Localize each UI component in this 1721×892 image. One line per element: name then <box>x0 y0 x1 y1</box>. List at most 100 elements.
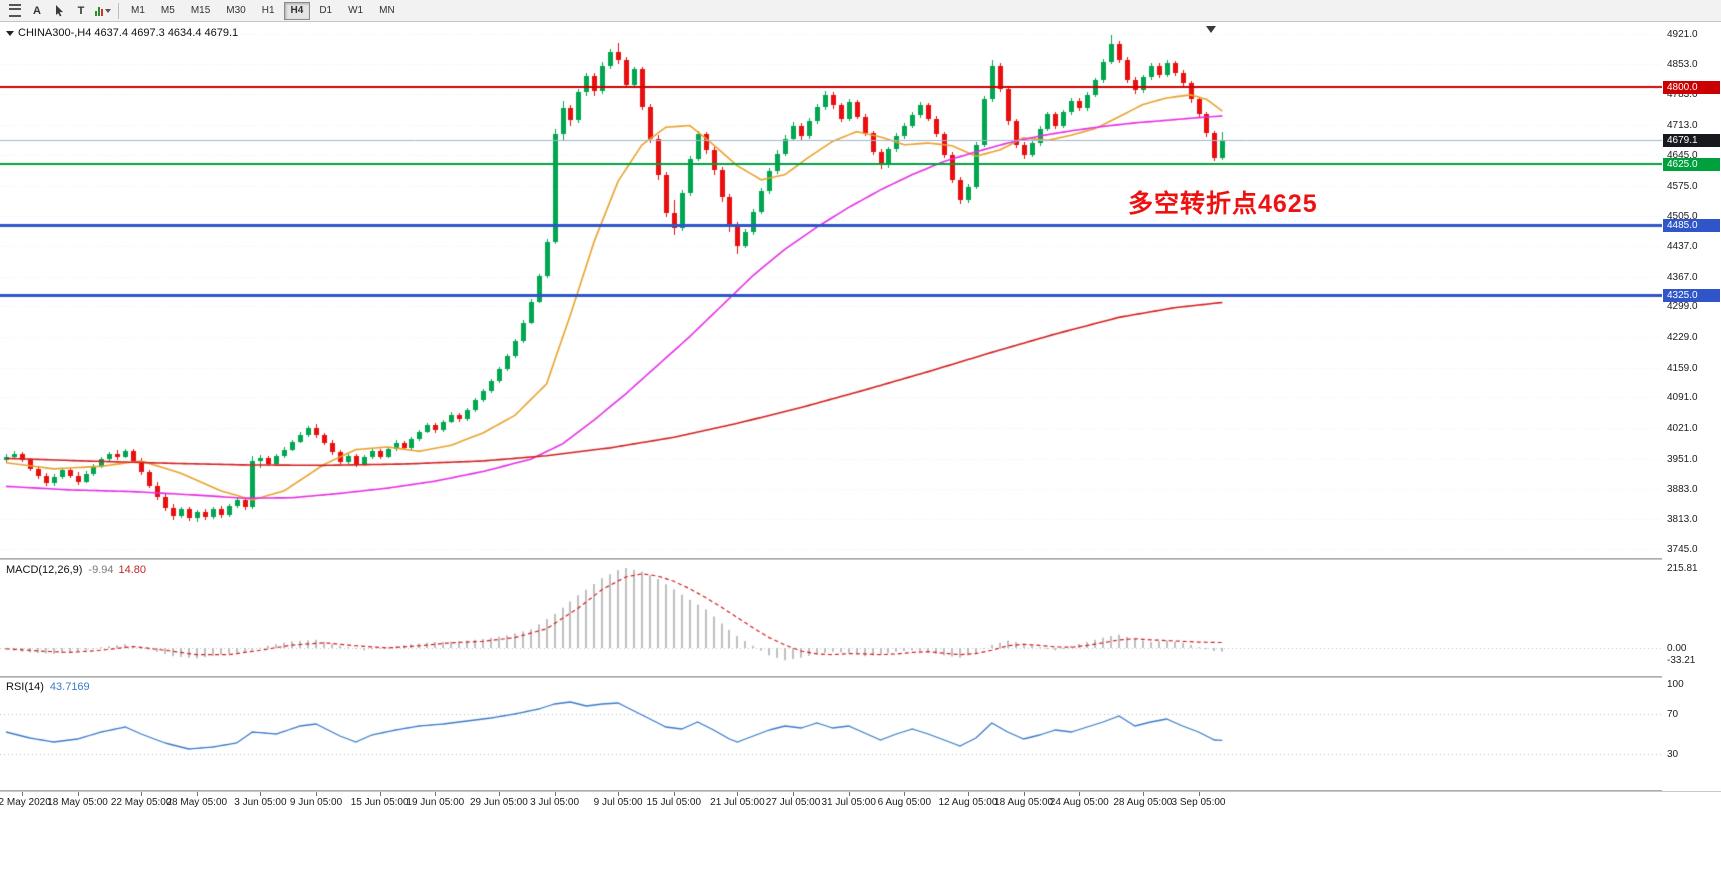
macd-tick-label: 0.00 <box>1667 643 1687 654</box>
collapse-triangle-icon[interactable] <box>6 30 14 36</box>
macd-tick-label: -33.21 <box>1667 655 1696 667</box>
timeframe-button-D1[interactable]: D1 <box>319 5 333 16</box>
symbol-ohlc-label: CHINA300-,H4 4637.4 4697.3 4634.4 4679.1 <box>6 27 238 39</box>
time-tick <box>968 792 969 796</box>
price-tick-label: 4437.0 <box>1667 240 1698 252</box>
time-tick <box>78 792 79 796</box>
time-axis-divider[interactable] <box>0 790 1721 792</box>
chevron-down-icon <box>105 8 111 13</box>
time-label: 3 Jul 05:00 <box>530 797 580 808</box>
price-tick-label: 3883.0 <box>1667 483 1698 495</box>
price-tick-label: 4367.0 <box>1667 271 1698 283</box>
price-tag-4485.0: 4485.0 <box>1663 218 1720 232</box>
time-label: 15 Jul 05:00 <box>646 797 702 808</box>
indicators-icon <box>95 5 103 16</box>
price-tick-label: 4229.0 <box>1667 332 1698 344</box>
price-tag-4325.0: 4325.0 <box>1663 289 1720 302</box>
time-tick <box>499 792 500 796</box>
time-tick <box>737 792 738 796</box>
macd-tick-label: 215.81 <box>1667 563 1698 574</box>
time-tick <box>1079 792 1080 796</box>
time-tick <box>260 792 261 796</box>
time-label: 31 Jul 05:00 <box>821 797 876 808</box>
time-label: 22 May 05:00 <box>110 797 172 808</box>
chart-list-button[interactable] <box>5 2 25 20</box>
text-tool-button[interactable]: T <box>71 2 91 20</box>
price-tag-4625.0: 4625.0 <box>1663 157 1720 171</box>
price-tick-label: 4159.0 <box>1667 362 1698 374</box>
time-tick <box>1199 792 1200 796</box>
toolbar-separator <box>118 2 119 19</box>
price-tick-label: 4021.0 <box>1667 423 1698 435</box>
timeframe-button-MN[interactable]: MN <box>379 5 395 16</box>
price-tick-label: 4299.0 <box>1667 301 1698 313</box>
macd-main-value: -9.94 <box>88 564 114 576</box>
rsi-name: RSI(14) <box>6 681 44 693</box>
time-label: 27 Jul 05:00 <box>765 797 821 808</box>
macd-label: MACD(12,26,9) -9.94 14.80 <box>6 564 146 576</box>
time-tick <box>674 792 675 796</box>
time-label: 3 Sep 05:00 <box>1171 797 1226 808</box>
time-label: 24 Aug 05:00 <box>1049 797 1109 808</box>
time-label: 12 May 2020 <box>0 797 51 808</box>
time-label: 28 May 05:00 <box>166 797 228 808</box>
macd-panel-canvas[interactable] <box>0 560 1662 676</box>
price-axis[interactable]: 4921.0 4853.0 4783.0 4713.0 4645.0 4575.0 4505… <box>1662 22 1721 791</box>
time-tick <box>435 792 436 796</box>
rsi-label: RSI(14) 43.7169 <box>6 681 90 693</box>
letter-a-icon: A <box>33 4 41 17</box>
timeframe-button-H4[interactable]: H4 <box>283 1 311 20</box>
time-label: 18 Aug 05:00 <box>994 797 1054 808</box>
time-tick <box>197 792 198 796</box>
time-label: 9 Jul 05:00 <box>593 797 643 808</box>
chart-list-icon <box>9 4 21 17</box>
price-tick-label: 4505.0 <box>1667 211 1698 223</box>
indicators-menu-button[interactable] <box>93 2 113 20</box>
time-label: 28 Aug 05:00 <box>1113 797 1173 808</box>
chart-shift-marker[interactable] <box>1206 26 1216 33</box>
macd-signal-value: 14.80 <box>118 564 147 576</box>
toolbar: A T M1 M5 M15 M30 H1 H4 D1 W1 MN <box>0 0 1721 22</box>
macd-name: MACD(12,26,9) <box>6 564 83 576</box>
time-tick <box>1143 792 1144 796</box>
price-tag-4800.0: 4800.0 <box>1663 80 1720 94</box>
cursor-tool-button[interactable] <box>49 2 69 20</box>
price-tick-label: 4645.0 <box>1667 149 1698 161</box>
time-label: 18 May 05:00 <box>47 797 108 808</box>
timeframe-button-M30[interactable]: M30 <box>226 5 246 16</box>
time-tick <box>1024 792 1025 796</box>
price-tick-label: 3745.0 <box>1667 544 1698 555</box>
main-chart-canvas[interactable] <box>0 22 1662 558</box>
time-label: 12 Aug 05:00 <box>938 797 998 808</box>
time-tick <box>849 792 850 796</box>
price-tick-label: 4921.0 <box>1667 29 1698 40</box>
letter-t-icon: T <box>77 4 85 17</box>
panel-divider-macd[interactable] <box>0 558 1721 560</box>
time-tick <box>22 792 23 796</box>
time-label: 3 Jun 05:00 <box>234 797 287 808</box>
timeframe-button-H1[interactable]: H1 <box>261 5 275 16</box>
time-label: 6 Aug 05:00 <box>877 797 932 808</box>
time-tick <box>555 792 556 796</box>
time-label: 29 Jun 05:00 <box>469 797 528 808</box>
rsi-value: 43.7169 <box>49 681 90 693</box>
timeframe-button-M5[interactable]: M5 <box>160 5 175 16</box>
timeframe-button-M1[interactable]: M1 <box>131 5 145 16</box>
timeframe-button-W1[interactable]: W1 <box>348 5 364 16</box>
rsi-tick-label: 30 <box>1667 749 1679 760</box>
price-tick-label: 4713.0 <box>1667 120 1698 132</box>
time-tick <box>793 792 794 796</box>
time-label: 19 Jun 05:00 <box>406 797 465 808</box>
time-label: 9 Jun 05:00 <box>289 797 343 808</box>
chart-annotation-text[interactable]: 多空转折点4625 <box>1128 190 1318 218</box>
rsi-panel-canvas[interactable] <box>0 678 1662 790</box>
annotate-text-button[interactable]: A <box>27 2 47 20</box>
time-label: 21 Jul 05:00 <box>710 797 765 808</box>
price-tick-label: 4091.0 <box>1667 392 1698 404</box>
time-tick <box>316 792 317 796</box>
price-tag-4679.1: 4679.1 <box>1663 133 1720 147</box>
panel-divider-rsi[interactable] <box>0 676 1721 678</box>
timeframe-button-M15[interactable]: M15 <box>190 5 211 16</box>
